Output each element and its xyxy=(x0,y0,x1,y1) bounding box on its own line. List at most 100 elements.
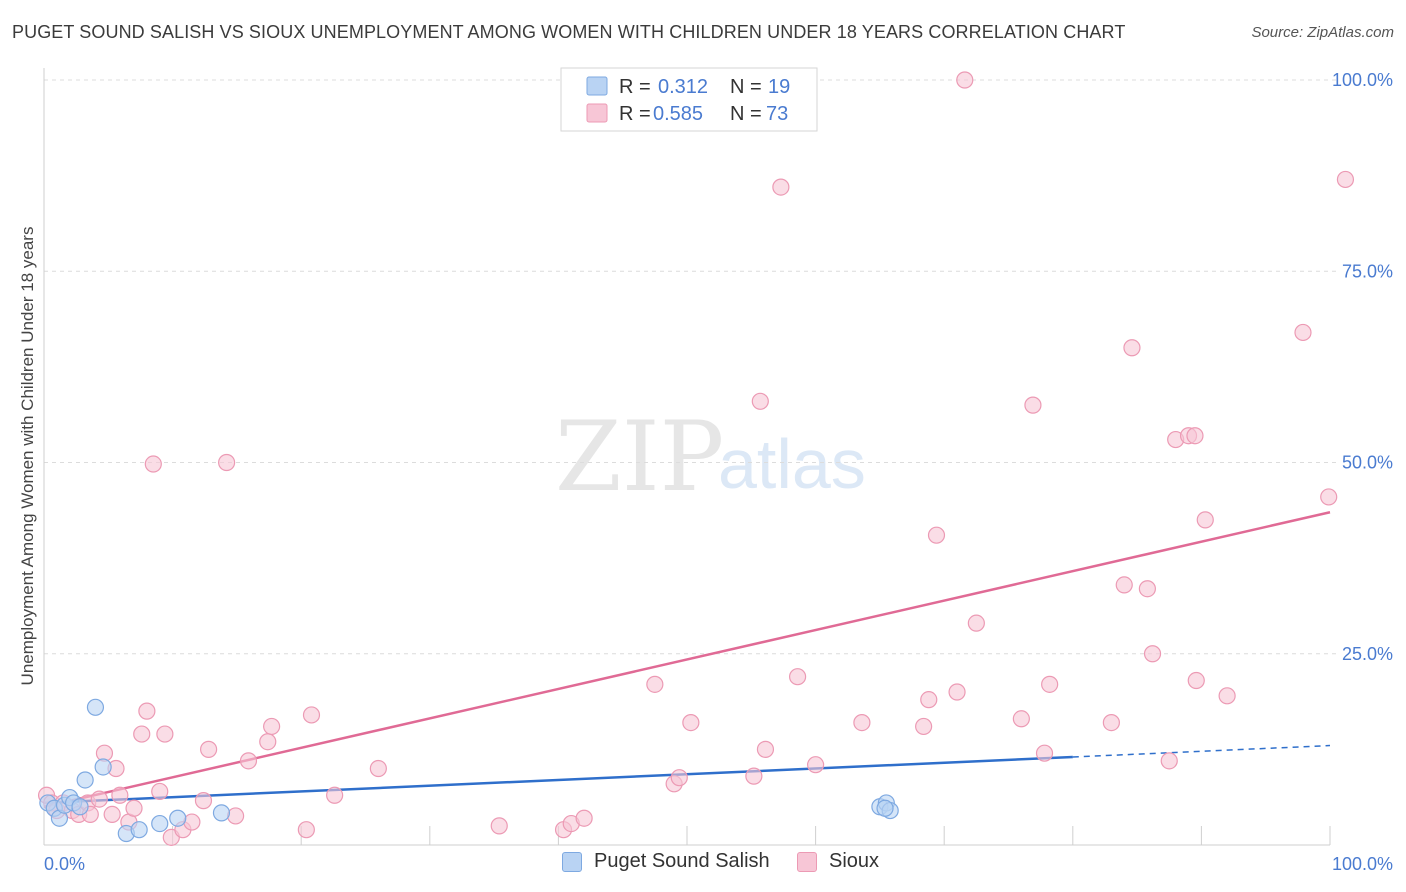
point-sioux xyxy=(1218,687,1236,705)
point-sioux xyxy=(369,759,387,778)
point-sioux xyxy=(915,717,933,736)
point-sioux xyxy=(1138,580,1156,598)
series-swatch-salish xyxy=(562,851,582,872)
point-salish xyxy=(94,758,112,776)
watermark-atlas: atlas xyxy=(718,425,866,503)
point-sioux xyxy=(967,614,985,632)
legend-box: R = 0.312 N = 19 R = 0.585 N = 73 xyxy=(560,67,818,132)
point-sioux xyxy=(218,453,236,472)
point-salish xyxy=(71,798,89,816)
series-legend-sioux: Sioux xyxy=(797,850,879,873)
point-sioux xyxy=(1024,396,1042,414)
point-sioux xyxy=(144,455,162,473)
point-sioux xyxy=(927,526,946,544)
point-sioux xyxy=(745,767,763,785)
point-salish xyxy=(876,799,894,817)
legend-swatch-salish xyxy=(586,76,608,96)
point-sioux xyxy=(183,813,201,831)
point-sioux xyxy=(1160,752,1178,770)
series-legend-salish: Puget Sound Salish xyxy=(562,850,770,873)
point-sioux xyxy=(853,713,871,732)
point-sioux xyxy=(326,786,344,804)
point-sioux xyxy=(1186,427,1204,445)
legend-swatch-sioux xyxy=(586,103,608,123)
trend-line-sioux xyxy=(43,511,1331,808)
point-salish xyxy=(76,771,94,789)
legend-n-value-sioux: 73 xyxy=(766,103,788,125)
point-sioux xyxy=(756,740,775,758)
point-salish xyxy=(151,814,169,833)
point-sioux xyxy=(263,717,281,736)
legend-r-label-salish: R = xyxy=(619,76,651,98)
point-sioux xyxy=(682,713,700,732)
point-sioux xyxy=(1123,339,1141,357)
trend-line-salish xyxy=(43,755,1073,805)
data-points xyxy=(37,71,1355,846)
watermark-zip: ZIP xyxy=(555,401,724,513)
point-sioux xyxy=(956,71,974,89)
series-legend: Puget Sound Salish Sioux xyxy=(0,850,1406,880)
point-sioux xyxy=(111,786,129,804)
point-salish xyxy=(212,804,231,822)
point-sioux xyxy=(227,807,245,825)
point-sioux xyxy=(1143,645,1162,663)
trend-line-salish-extrapolated xyxy=(1072,744,1331,758)
source-credit: Source: ZipAtlas.com xyxy=(1251,24,1394,41)
point-sioux xyxy=(103,805,121,824)
point-sioux xyxy=(138,702,156,720)
point-salish xyxy=(86,698,105,716)
point-sioux xyxy=(1187,671,1205,690)
point-sioux xyxy=(490,817,508,835)
point-sioux xyxy=(239,752,258,770)
y-tick-label: 25.0% xyxy=(1342,644,1393,664)
point-sioux xyxy=(1102,713,1120,732)
x-tick-label-max: 100.0% xyxy=(1332,854,1393,874)
point-sioux xyxy=(948,683,966,701)
legend-n-label-sioux: N = xyxy=(730,103,762,125)
point-sioux xyxy=(751,392,769,410)
tick-labels: 25.0% 50.0% 75.0% 100.0% 0.0% 100.0% xyxy=(44,70,1393,874)
point-sioux xyxy=(788,668,807,686)
point-sioux xyxy=(920,691,938,709)
point-sioux xyxy=(194,792,213,810)
point-sioux xyxy=(133,725,151,743)
point-sioux xyxy=(151,782,169,801)
point-sioux xyxy=(575,809,593,827)
point-sioux xyxy=(1041,675,1059,693)
series-label-sioux: Sioux xyxy=(829,850,880,872)
point-sioux xyxy=(297,821,315,839)
point-salish xyxy=(130,821,148,839)
point-sioux xyxy=(646,675,664,693)
point-sioux xyxy=(772,178,790,196)
legend-n-label-salish: N = xyxy=(730,76,762,98)
y-tick-label: 50.0% xyxy=(1342,453,1393,473)
point-sioux xyxy=(1035,744,1054,762)
point-salish xyxy=(169,809,187,827)
axes xyxy=(43,68,1331,846)
gridlines xyxy=(44,79,1338,655)
y-tick-label: 75.0% xyxy=(1342,261,1393,281)
series-label-salish: Puget Sound Salish xyxy=(594,850,770,872)
point-sioux xyxy=(156,725,174,743)
legend-r-value-sioux: 0.585 xyxy=(653,103,703,125)
point-sioux xyxy=(670,769,688,787)
watermark: ZIP atlas xyxy=(555,401,866,513)
trend-lines xyxy=(43,511,1331,808)
point-sioux xyxy=(1115,576,1133,594)
point-sioux xyxy=(302,706,321,724)
point-sioux xyxy=(1320,488,1338,506)
series-swatch-sioux xyxy=(797,851,817,872)
legend-n-value-salish: 19 xyxy=(768,76,790,98)
point-sioux xyxy=(806,756,825,774)
point-sioux xyxy=(1012,710,1030,728)
point-sioux xyxy=(125,799,143,817)
point-sioux xyxy=(1196,511,1214,529)
point-sioux xyxy=(259,733,277,751)
point-sioux xyxy=(1294,323,1312,342)
x-tick-label-min: 0.0% xyxy=(44,854,85,874)
point-sioux xyxy=(200,740,218,758)
legend-r-label-sioux: R = xyxy=(619,103,651,125)
point-sioux xyxy=(90,790,108,808)
point-sioux xyxy=(1336,170,1355,189)
